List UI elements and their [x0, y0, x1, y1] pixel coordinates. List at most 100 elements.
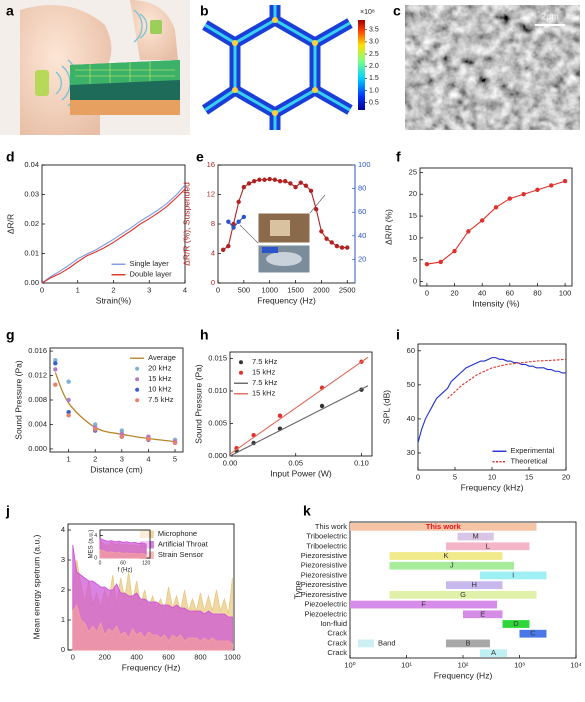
x-tick-label: 3 — [120, 454, 124, 463]
x-tick-label: 400 — [130, 652, 143, 661]
y-tick-label: 0.004 — [28, 419, 47, 428]
data-point — [257, 177, 262, 182]
data-point — [241, 184, 247, 190]
x-axis-label: Frequency (kHz) — [461, 482, 524, 492]
y-tick-label: 0.012 — [28, 371, 47, 380]
category-label: Crack — [327, 638, 347, 647]
range-bar — [350, 522, 537, 531]
legend-label: 7.5 kHz — [252, 357, 278, 366]
category-label: Piezoelectric — [304, 609, 347, 618]
y-tick-label: 0.03 — [24, 189, 39, 198]
data-point — [53, 382, 58, 387]
x-tick-label: 120 — [142, 560, 151, 566]
data-point — [66, 410, 71, 415]
y-axis-label: SPL (dB) — [381, 390, 391, 424]
data-point — [226, 243, 231, 249]
range-bar — [480, 571, 547, 580]
x-tick-label: 1500 — [287, 285, 304, 294]
x-tick-label: 10¹ — [401, 660, 412, 669]
legend-label: 15 kHz — [252, 389, 276, 398]
data-point — [288, 181, 293, 186]
colorbar-tick-label: 1.5 — [369, 75, 379, 82]
y-tick-label: 0.008 — [28, 395, 47, 404]
y-tick-label: 0.000 — [28, 444, 47, 453]
x-tick-label: 500 — [238, 285, 251, 294]
category-label: This work — [315, 522, 347, 531]
y-axis-label: Sound Pressure (Pa) — [193, 364, 203, 444]
data-point — [119, 428, 125, 433]
series-line — [227, 216, 245, 229]
bar-label: This work — [426, 522, 462, 531]
bar-label: C — [530, 629, 536, 638]
bar-label: H — [472, 580, 477, 589]
panel-letter: b — [200, 3, 209, 19]
x-tick-label: 1000 — [261, 285, 278, 294]
y-tick-label: 0.02 — [24, 219, 39, 228]
legend-marker — [135, 366, 140, 371]
data-point — [220, 247, 226, 253]
data-point — [231, 225, 236, 230]
data-point — [241, 214, 247, 220]
data-point — [172, 440, 178, 446]
series-area — [99, 548, 147, 559]
x-tick-label: 80 — [533, 288, 541, 297]
range-bar — [457, 532, 494, 541]
data-point — [53, 358, 58, 363]
bar-label: J — [450, 561, 454, 570]
bar-label: F — [421, 600, 426, 609]
y-axis-label: ΔR/R (%) — [383, 209, 393, 245]
range-bar — [445, 542, 530, 551]
panel-letter: c — [393, 3, 401, 19]
x-tick-label: 4 — [183, 285, 187, 294]
x-axis-label: f (Hz) — [118, 568, 133, 574]
data-point — [308, 188, 314, 194]
y-tick-label: 12 — [207, 189, 215, 198]
colorbar-tick-label: 3.5 — [369, 27, 379, 34]
series-area — [72, 604, 233, 651]
category-label: Piezoresistive — [301, 590, 347, 599]
x-tick-label: 10⁰ — [344, 660, 355, 669]
x-tick-label: 1 — [67, 454, 71, 463]
y-tick-label: 1 — [61, 615, 65, 624]
data-point — [272, 177, 278, 182]
legend-label: 20 kHz — [148, 364, 172, 373]
data-point — [146, 436, 151, 442]
range-bar — [463, 610, 503, 619]
panel-letter: d — [6, 149, 15, 165]
y2-tick-label: 100 — [358, 160, 371, 169]
x-tick-label: 20 — [562, 472, 570, 481]
colorbar-tick-label: 3.0 — [369, 39, 379, 46]
data-point — [339, 245, 345, 250]
plot-frame — [229, 351, 373, 457]
legend-label: Experimental — [511, 446, 555, 455]
series-line — [229, 385, 369, 457]
panel-letter: k — [303, 503, 311, 519]
y-tick-label: 10 — [409, 233, 417, 242]
y-tick-label: 4 — [61, 525, 65, 534]
panel-b-map — [201, 5, 365, 130]
data-point — [262, 177, 267, 182]
data-point — [329, 240, 334, 245]
x-tick-label: 0 — [71, 652, 75, 661]
data-point — [53, 361, 58, 366]
range-bar — [389, 590, 537, 599]
category-label: Triboelectric — [306, 532, 347, 541]
legend-label: Average — [148, 353, 176, 362]
y2-tick-label: 20 — [358, 254, 366, 263]
bar-label: K — [443, 551, 448, 560]
legend-label: 10 kHz — [148, 385, 172, 394]
data-point — [293, 184, 298, 190]
panel-a-illustration — [0, 0, 190, 135]
y2-tick-label: 60 — [358, 207, 366, 216]
x-tick-label: 1000 — [224, 652, 241, 661]
y-axis-label: ΔR/R (%), Suspended — [181, 182, 191, 266]
data-point — [66, 379, 71, 384]
category-label: Crack — [327, 629, 347, 638]
x-tick-label: 0.05 — [288, 458, 303, 467]
colorbar-ticks: 0.5 1.0 1.5 2.0 2.5 3.0 3.5 — [365, 27, 379, 107]
range-bar — [480, 649, 507, 658]
x-axis-label: Frequency (Hz) — [434, 670, 493, 680]
y-tick-label: 50 — [407, 380, 415, 389]
y-tick-label: 15 — [409, 211, 417, 220]
